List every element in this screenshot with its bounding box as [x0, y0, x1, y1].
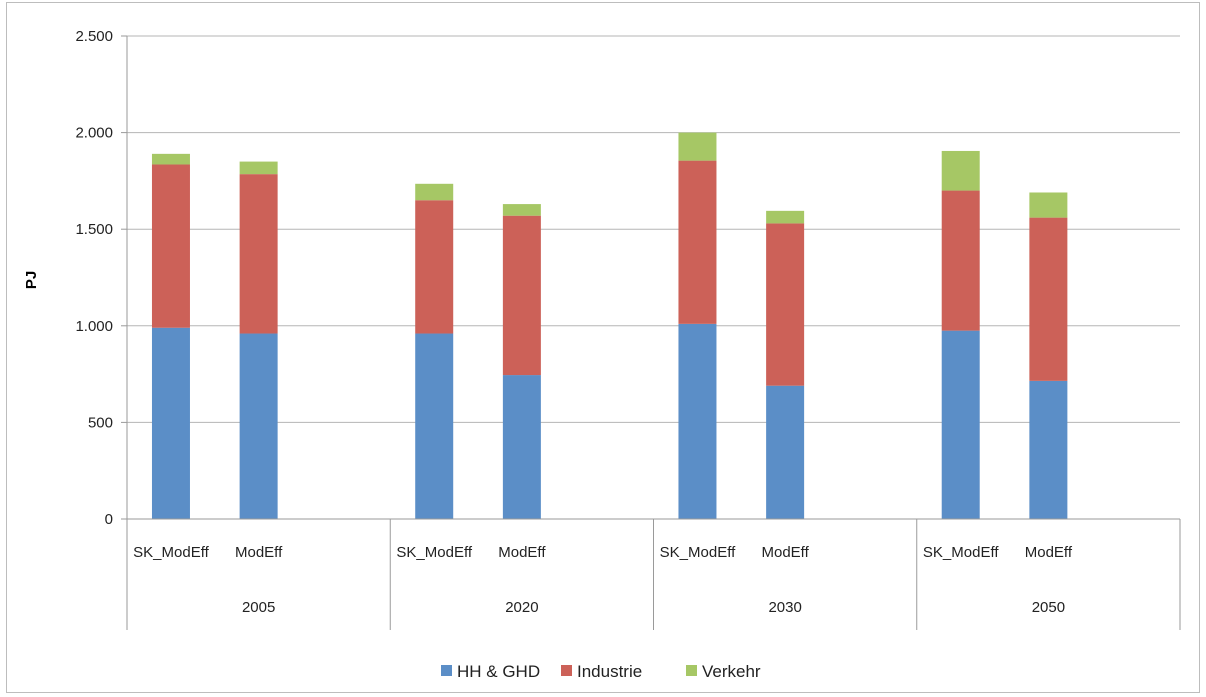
- legend-label: Verkehr: [702, 662, 761, 681]
- bar-segment: [941, 190, 980, 331]
- x-category-label: ModEff: [762, 544, 810, 561]
- x-category-label: SK_ModEff: [396, 544, 472, 561]
- legend-swatch: [441, 665, 452, 676]
- y-tick-label: 0: [105, 511, 113, 528]
- bar-segment: [766, 223, 805, 386]
- bar-segment: [239, 333, 278, 519]
- y-tick-label: 1.500: [75, 221, 113, 238]
- bar-segment: [941, 330, 980, 519]
- legend-label: HH & GHD: [457, 662, 540, 681]
- x-group-label: 2050: [1032, 599, 1065, 616]
- bar-segment: [415, 183, 454, 201]
- x-category-label: SK_ModEff: [923, 544, 999, 561]
- y-axis-label: PJ: [23, 271, 40, 289]
- legend: HH & GHD Industrie Verkehr: [441, 662, 761, 681]
- x-group-label: 2020: [505, 599, 538, 616]
- chart-frame: [6, 2, 1200, 693]
- bar-segment: [239, 174, 278, 334]
- bar-segment: [678, 132, 717, 161]
- legend-swatch: [561, 665, 572, 676]
- bar-segment: [1029, 380, 1068, 519]
- bar-segment: [678, 323, 717, 519]
- y-tick-label: 500: [88, 414, 113, 431]
- y-tick-label: 2.500: [75, 28, 113, 45]
- bar-segment: [678, 160, 717, 324]
- bars: [151, 132, 1068, 519]
- bar-segment: [502, 215, 541, 376]
- bar-segment: [766, 210, 805, 224]
- x-category-label: SK_ModEff: [660, 544, 736, 561]
- x-group-label: 2005: [242, 599, 275, 616]
- bar-segment: [1029, 192, 1068, 218]
- bar-segment: [941, 150, 980, 191]
- y-tick-label: 1.000: [75, 318, 113, 335]
- bar-segment: [1029, 217, 1068, 381]
- bar-segment: [415, 333, 454, 519]
- y-tick-label: 2.000: [75, 125, 113, 142]
- x-category-label: ModEff: [498, 544, 546, 561]
- x-category-label: ModEff: [1025, 544, 1073, 561]
- legend-swatch: [686, 665, 697, 676]
- x-category-label: ModEff: [235, 544, 283, 561]
- gridlines: [127, 35, 1180, 423]
- bar-segment: [151, 164, 190, 328]
- bar-segment: [766, 385, 805, 519]
- bar-segment: [502, 375, 541, 519]
- bar-segment: [239, 161, 278, 175]
- x-group-label: 2030: [768, 599, 801, 616]
- bar-segment: [151, 327, 190, 519]
- x-category-label: SK_ModEff: [133, 544, 209, 561]
- bar-segment: [502, 204, 541, 216]
- x-axis: SK_ModEff ModEff 2005 SK_ModEff ModEff 2020 SK…: [126, 36, 1181, 630]
- bar-segment: [415, 200, 454, 334]
- bar-segment: [151, 153, 190, 165]
- y-axis-ticks: 0 500 1.000 1.500 2.000 2.500: [75, 28, 127, 528]
- legend-label: Industrie: [577, 662, 642, 681]
